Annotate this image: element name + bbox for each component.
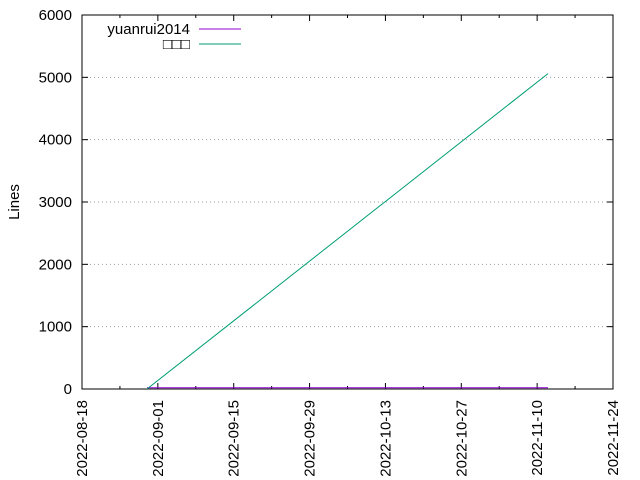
y-tick-label: 2000 <box>39 256 72 273</box>
y-tick-label: 0 <box>64 381 72 398</box>
y-tick-label: 4000 <box>39 132 72 149</box>
axis-ticks <box>81 14 614 390</box>
grid-lines <box>82 76 613 328</box>
y-tick-label: 3000 <box>39 194 72 211</box>
legend: yuanrui2014□□□ <box>107 21 241 53</box>
legend-label: □□□ <box>163 36 190 53</box>
y-tick-labels: 0 1000 2000 3000 4000 5000 6000 <box>39 7 72 398</box>
y-tick-label: 6000 <box>39 7 72 24</box>
x-tick-label: 2022-08-18 <box>74 400 91 477</box>
legend-label: yuanrui2014 <box>107 21 190 38</box>
y-axis-label: Lines <box>6 184 23 220</box>
y-tick-label: 5000 <box>39 69 72 86</box>
x-tick-label: 2022-10-13 <box>377 400 394 477</box>
x-tick-label: 2022-11-24 <box>605 400 622 476</box>
x-tick-label: 2022-09-15 <box>226 400 243 477</box>
series-line-1 <box>146 73 549 390</box>
series-lines <box>146 73 549 390</box>
plot-frame <box>81 14 614 390</box>
x-tick-labels: 2022-08-18 2022-09-01 2022-09-15 2022-09-29… <box>74 400 622 477</box>
x-tick-label: 2022-10-27 <box>453 400 470 477</box>
x-tick-label: 2022-11-10 <box>529 400 546 476</box>
x-tick-label: 2022-09-01 <box>150 400 167 477</box>
y-tick-label: 1000 <box>39 319 72 336</box>
x-tick-label: 2022-09-29 <box>302 400 319 477</box>
